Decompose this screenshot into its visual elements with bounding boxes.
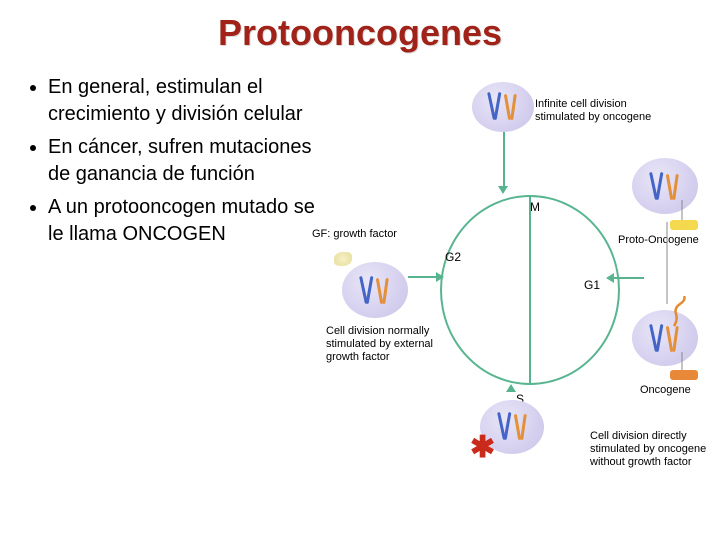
arrowhead-icon [606, 273, 614, 283]
bullet-item: En general, estimulan el crecimiento y d… [48, 74, 330, 128]
arrowhead-icon [436, 272, 444, 282]
label-gf: GF: growth factor [312, 228, 397, 241]
phase-m: M [530, 200, 540, 214]
mutation-star-icon: ✱ [470, 430, 495, 465]
arrow-proto-to-onco [660, 216, 674, 312]
label-normal: Cell division normallystimulated by exte… [326, 325, 476, 365]
cycle-divider [529, 195, 531, 385]
growth-factor-icon [334, 252, 352, 266]
cell-normal-left [342, 262, 408, 318]
squiggle-icon [672, 296, 706, 332]
arrowhead-icon [498, 186, 508, 194]
arrowhead-icon [506, 384, 516, 392]
onco-pointer [672, 352, 692, 372]
page-title: Protooncogenes [0, 0, 720, 54]
cell-oncogene-top [472, 82, 534, 132]
bullet-item: En cáncer, sufren mutaciones de ganancia… [48, 134, 330, 188]
label-onco: Oncogene [640, 384, 691, 397]
bullet-list: En general, estimulan el crecimiento y d… [30, 74, 330, 254]
label-direct: Cell division directlystimulated by onco… [590, 430, 720, 470]
label-proto: Proto-Oncogene [618, 234, 699, 247]
label-infinite: Infinite cell divisionstimulated by onco… [535, 98, 695, 124]
bullet-item: A un protooncogen mutado se le llama ONC… [48, 194, 330, 248]
phase-g1: G1 [584, 278, 600, 292]
cell-cycle-diagram: Infinite cell divisionstimulated by onco… [320, 100, 720, 530]
phase-g2: G2 [445, 250, 461, 264]
proto-pointer [672, 200, 692, 222]
